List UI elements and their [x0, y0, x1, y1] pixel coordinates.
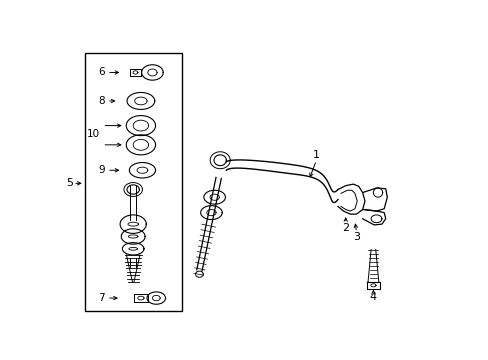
Text: 2: 2 [342, 223, 348, 233]
Text: 6: 6 [98, 67, 104, 77]
Text: 9: 9 [98, 165, 104, 175]
Text: 3: 3 [352, 232, 359, 242]
Text: 4: 4 [369, 292, 376, 302]
Text: 1: 1 [312, 150, 319, 160]
Text: 8: 8 [98, 96, 104, 106]
Text: 7: 7 [98, 293, 104, 303]
Bar [84, 53, 182, 311]
Text: 10: 10 [87, 129, 100, 139]
Text: 5: 5 [66, 178, 73, 188]
